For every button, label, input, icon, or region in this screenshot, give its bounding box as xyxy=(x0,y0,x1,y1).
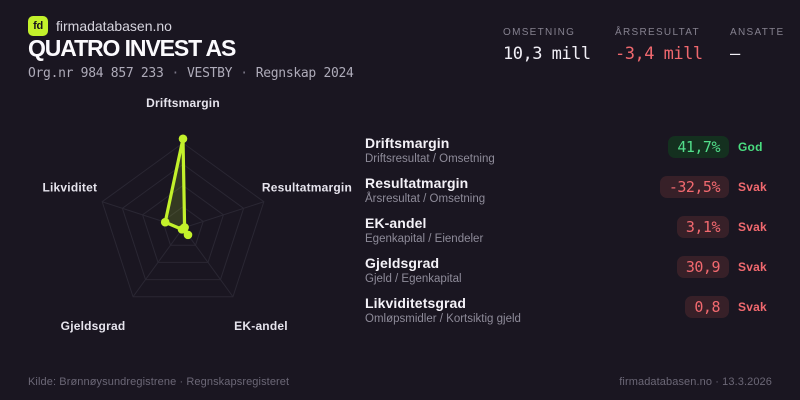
metric-row-ek-andel: EK-andel Egenkapital / Eiendeler 3,1% Sv… xyxy=(365,214,772,247)
stat-label: ANSATTE xyxy=(730,27,785,38)
metric-title: Resultatmargin xyxy=(365,175,469,191)
stat-label: ÅRSRESULTAT xyxy=(615,27,700,38)
stat-value: – xyxy=(730,44,740,64)
radar-chart: Driftsmargin Resultatmargin EK-andel Gjelds… xyxy=(20,92,360,352)
radar-data-point xyxy=(177,225,187,234)
metric-rating: Svak xyxy=(738,260,767,274)
metric-formula: Gjeld / Egenkapital xyxy=(365,273,462,285)
radar-grid-spoke xyxy=(182,201,264,229)
metric-formula: Driftsresultat / Omsetning xyxy=(365,153,495,165)
radar-data-point xyxy=(178,134,188,144)
brand[interactable]: fd firmadatabasen.no xyxy=(28,16,172,36)
metric-formula: Omløpsmidler / Kortsiktig gjeld xyxy=(365,313,521,325)
radar-grid-ring xyxy=(121,163,245,281)
metric-title: Likviditetsgrad xyxy=(365,295,467,311)
metric-rating: Svak xyxy=(738,300,767,314)
radar-grid-spoke xyxy=(182,227,234,298)
separator-dot: · xyxy=(240,66,248,81)
metric-title: EK-andel xyxy=(365,215,427,231)
radar-axis-label: Gjeldsgrad xyxy=(61,319,126,333)
metric-value-pill: 0,8 xyxy=(685,296,729,318)
stat-value: 10,3 mill xyxy=(503,44,591,64)
footer-site-link[interactable]: firmadatabasen.no · 13.3.2026 xyxy=(619,376,772,388)
metric-row-driftsmargin: Driftsmargin Driftsresultat / Omsetning … xyxy=(365,134,772,167)
metric-value-pill: 3,1% xyxy=(676,216,729,238)
company-location: VESTBY xyxy=(187,66,233,81)
metric-formula: Egenkapital / Eiendeler xyxy=(365,233,484,245)
metrics-panel: Driftsmargin Driftsresultat / Omsetning … xyxy=(365,134,772,334)
radar-axis-label: Driftsmargin xyxy=(146,96,220,110)
stat-arsresultat: ÅRSRESULTAT -3,4 mill xyxy=(615,27,703,64)
org-line: Org.nr 984 857 233 · VESTBY · Regnskap 2024 xyxy=(28,66,354,81)
brand-site-name[interactable]: firmadatabasen.no xyxy=(56,18,172,34)
org-number: Org.nr 984 857 233 xyxy=(28,66,164,81)
metric-formula: Årsresultat / Omsetning xyxy=(365,193,486,205)
metric-value-pill: -32,5% xyxy=(659,176,729,198)
radar-grid-ring xyxy=(141,184,225,263)
stat-ansatte: ANSATTE – xyxy=(730,27,784,64)
metric-value-pill: 30,9 xyxy=(676,256,729,278)
stat-value: -3,4 mill xyxy=(615,44,703,64)
footer-source: Kilde: Brønnøysundregistrene · Regnskaps… xyxy=(28,376,290,388)
radar-data-point xyxy=(183,230,193,240)
stat-label: OMSETNING xyxy=(503,27,576,38)
separator-dot: · xyxy=(171,66,180,81)
metric-row-resultatmargin: Resultatmargin Årsresultat / Omsetning -… xyxy=(365,174,772,207)
radar-grid-spoke xyxy=(132,227,184,298)
page-title: QUATRO INVEST AS xyxy=(28,35,236,61)
metric-row-likviditetsgrad: Likviditetsgrad Omløpsmidler / Kortsikti… xyxy=(365,294,772,327)
metric-row-gjeldsgrad: Gjeldsgrad Gjeld / Egenkapital 30,9 Svak xyxy=(365,254,772,287)
fd-logo-icon: fd xyxy=(28,16,48,36)
metric-rating: Svak xyxy=(738,220,767,234)
report-year: Regnskap 2024 xyxy=(255,66,354,81)
metric-value-pill: 41,7% xyxy=(668,136,729,158)
radar-data-point xyxy=(160,217,170,227)
metric-rating: Svak xyxy=(738,180,767,194)
metric-title: Gjeldsgrad xyxy=(365,255,440,271)
metric-rating: God xyxy=(738,140,763,154)
radar-axis-label: Likviditet xyxy=(42,181,97,195)
stat-omsetning: OMSETNING 10,3 mill xyxy=(503,27,591,64)
radar-chart-svg: Driftsmargin Resultatmargin EK-andel Gjelds… xyxy=(42,96,352,333)
radar-axis-label: Resultatmargin xyxy=(262,181,352,195)
radar-axis-label: EK-andel xyxy=(234,319,288,333)
radar-grid-ring xyxy=(101,142,265,298)
metric-title: Driftsmargin xyxy=(365,135,450,151)
